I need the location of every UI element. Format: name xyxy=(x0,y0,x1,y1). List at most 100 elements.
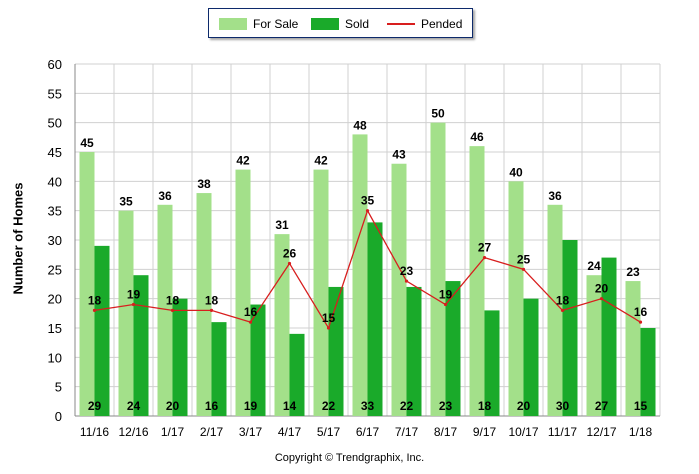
data-label-for-sale: 36 xyxy=(548,189,562,203)
data-label-for-sale: 50 xyxy=(431,107,445,121)
bar-for-sale xyxy=(391,163,407,416)
x-tick-label: 4/17 xyxy=(278,425,302,439)
bar-sold xyxy=(250,304,266,416)
y-tick-label: 35 xyxy=(48,204,62,219)
bar-for-sale xyxy=(547,204,563,416)
data-label-for-sale: 31 xyxy=(275,218,289,232)
legend-label-for-sale: For Sale xyxy=(253,17,299,31)
x-tick-label: 1/18 xyxy=(629,425,653,439)
x-tick-label: 1/17 xyxy=(161,425,185,439)
data-label-pended: 19 xyxy=(127,288,141,302)
data-label-for-sale: 43 xyxy=(392,148,406,162)
bar-for-sale xyxy=(118,210,134,416)
data-label-sold: 33 xyxy=(361,399,375,413)
data-label-for-sale: 45 xyxy=(80,136,94,150)
data-label-for-sale: 36 xyxy=(158,189,172,203)
legend: For Sale Sold Pended xyxy=(208,8,473,38)
x-tick-label: 11/17 xyxy=(548,425,577,439)
data-label-sold: 24 xyxy=(127,399,141,413)
bar-sold xyxy=(289,333,305,416)
bar-for-sale xyxy=(157,204,173,416)
bar-for-sale xyxy=(196,193,212,416)
bar-sold xyxy=(562,240,578,416)
data-label-pended: 15 xyxy=(322,311,336,325)
pended-point xyxy=(131,302,136,307)
data-label-for-sale: 24 xyxy=(587,259,601,273)
pended-point xyxy=(170,308,175,312)
copyright: Copyright © Trendgraphix, Inc. xyxy=(274,452,425,464)
x-tick-label: 6/17 xyxy=(356,425,380,439)
y-tick-label: 25 xyxy=(48,262,62,277)
data-label-pended: 27 xyxy=(478,241,492,255)
pended-point xyxy=(287,261,292,266)
data-label-pended: 26 xyxy=(283,246,297,260)
data-label-pended: 20 xyxy=(595,282,609,296)
pended-point xyxy=(248,320,253,324)
pended-point xyxy=(638,320,643,324)
data-label-pended: 25 xyxy=(517,252,531,266)
data-label-for-sale: 42 xyxy=(314,154,328,168)
x-tick-label: 7/17 xyxy=(395,425,419,439)
data-label-sold: 19 xyxy=(244,399,258,413)
data-label-pended: 18 xyxy=(88,293,102,307)
data-label-for-sale: 40 xyxy=(509,165,523,179)
bar-sold xyxy=(172,298,188,416)
y-tick-label: 55 xyxy=(48,86,62,101)
y-tick-label: 45 xyxy=(48,145,62,160)
bar-for-sale xyxy=(313,169,329,416)
data-label-for-sale: 46 xyxy=(470,130,484,144)
data-label-for-sale: 48 xyxy=(353,118,367,132)
data-label-pended: 19 xyxy=(439,288,453,302)
pended-point xyxy=(482,256,487,260)
pended-point xyxy=(365,209,370,213)
y-tick-label: 20 xyxy=(48,292,62,307)
bar-for-sale xyxy=(235,169,251,416)
x-tick-label: 12/16 xyxy=(118,425,148,439)
for-sale-swatch xyxy=(219,18,247,30)
pended-line xyxy=(92,209,643,330)
data-label-pended: 16 xyxy=(634,305,648,319)
data-label-pended: 23 xyxy=(400,264,414,278)
y-axis-label: Number of Homes xyxy=(10,182,26,295)
data-label-pended: 16 xyxy=(244,305,258,319)
bar-for-sale xyxy=(430,122,446,417)
bar-for-sale xyxy=(79,152,95,416)
x-tick-label: 11/16 xyxy=(80,425,109,439)
data-label-sold: 27 xyxy=(595,399,609,413)
y-tick-label: 40 xyxy=(48,174,62,189)
y-tick-label: 0 xyxy=(55,409,62,424)
data-label-pended: 18 xyxy=(205,293,219,307)
bar-for-sale xyxy=(274,234,290,416)
bar-sold xyxy=(367,222,383,416)
y-tick-label: 30 xyxy=(48,233,62,248)
y-tick-label: 10 xyxy=(48,350,62,365)
x-tick-label: 9/17 xyxy=(473,425,497,439)
bar-for-sale xyxy=(508,181,524,416)
data-label-sold: 30 xyxy=(556,399,570,413)
pended-swatch xyxy=(387,23,415,25)
pended-point xyxy=(404,279,409,283)
data-label-for-sale: 23 xyxy=(626,265,640,279)
x-tick-label: 5/17 xyxy=(317,425,341,439)
x-tick-label: 2/17 xyxy=(200,425,224,439)
data-label-sold: 23 xyxy=(439,399,453,413)
bars xyxy=(79,122,656,417)
y-tick-label: 5 xyxy=(55,380,62,395)
x-tick-label: 12/17 xyxy=(586,425,616,439)
data-label-sold: 18 xyxy=(478,399,492,413)
data-label-for-sale: 38 xyxy=(197,177,211,191)
bar-for-sale xyxy=(625,281,641,416)
data-label-sold: 15 xyxy=(634,399,648,413)
bar-sold xyxy=(523,298,539,416)
x-tick-label: 3/17 xyxy=(239,425,263,439)
pended-point xyxy=(443,302,448,307)
legend-label-pended: Pended xyxy=(421,17,463,31)
pended-point xyxy=(209,308,214,312)
data-label-sold: 14 xyxy=(283,399,297,413)
bar-sold xyxy=(445,281,461,416)
bar-sold xyxy=(484,310,500,416)
bar-sold xyxy=(133,275,149,416)
data-label-pended: 18 xyxy=(166,293,180,307)
data-label-for-sale: 42 xyxy=(236,154,250,168)
